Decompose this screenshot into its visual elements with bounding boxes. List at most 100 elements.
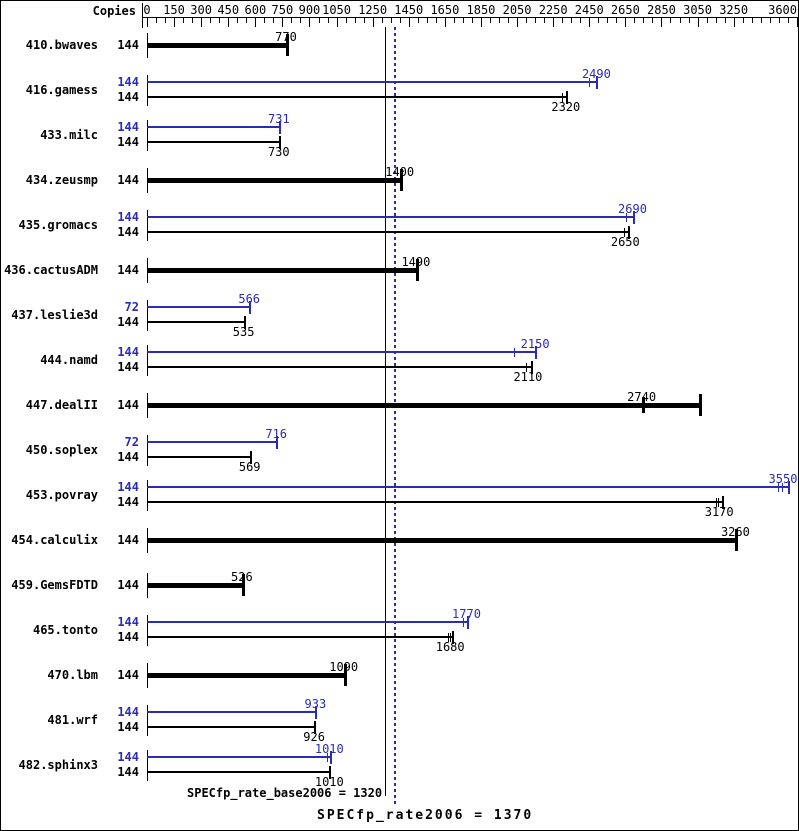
axis-minor-tick: [778, 18, 780, 23]
copies-count: 144: [117, 75, 139, 89]
axis-minor-tick: [237, 18, 239, 23]
axis-minor-tick: [471, 18, 473, 23]
axis-major-tick: [661, 18, 663, 27]
axis-tick-label: 2050: [502, 3, 532, 17]
axis-major-tick: [517, 18, 518, 27]
axis-minor-tick: [435, 18, 437, 23]
copies-count: 72: [124, 435, 139, 449]
result-value: 3170: [704, 505, 734, 519]
run-tick: [329, 766, 332, 779]
result-bar-base: [147, 321, 244, 323]
axis-tick-label: 3600: [768, 3, 797, 17]
result-bar-peak: [147, 486, 788, 488]
bar-origin-line: [147, 300, 148, 331]
axis-major-tick: [282, 18, 284, 27]
bar-origin-line: [147, 210, 148, 241]
run-tick: [276, 436, 279, 449]
axis-minor-tick: [562, 18, 564, 23]
axis-minor-tick: [724, 18, 726, 23]
result-value: 731: [268, 112, 290, 126]
axis-minor-tick: [526, 18, 527, 23]
copies-count: 144: [117, 263, 139, 277]
bar-origin-line: [147, 615, 148, 646]
axis-minor-tick: [462, 18, 464, 23]
axis-minor-tick: [264, 18, 266, 23]
axis-minor-tick: [417, 18, 419, 23]
axis-minor-tick: [787, 18, 789, 23]
axis-minor-tick: [210, 18, 212, 23]
run-tick: [596, 76, 599, 89]
run-tick: [626, 213, 628, 222]
copies-count: 144: [117, 765, 139, 779]
run-tick: [249, 301, 252, 314]
run-tick: [278, 121, 281, 134]
run-tick: [535, 346, 538, 359]
result-bar-base: [147, 501, 722, 503]
result-bar-base: [147, 141, 279, 143]
axis-minor-tick: [688, 18, 690, 23]
result-bar-base: [147, 636, 453, 638]
result-bar-base: [147, 231, 628, 233]
result-value: 730: [267, 145, 290, 159]
axis-tick-label: 1450: [394, 3, 424, 17]
axis-minor-tick: [634, 18, 636, 23]
copies-count: 144: [117, 360, 139, 374]
axis-minor-tick: [354, 18, 356, 23]
axis-minor-tick: [670, 18, 672, 23]
run-tick: [721, 496, 724, 509]
bar-origin-line: [147, 75, 148, 106]
run-tick: [462, 618, 464, 627]
result-bar-peak: [147, 306, 250, 308]
run-tick: [526, 363, 527, 372]
axis-minor-tick: [246, 18, 248, 23]
copies-count: 144: [117, 38, 139, 52]
result-value: 2490: [581, 67, 611, 81]
copies-count: 144: [117, 450, 139, 464]
run-tick: [777, 483, 779, 492]
run-tick: [241, 574, 245, 596]
axis-major-tick: [796, 18, 798, 27]
result-value: 526: [231, 570, 253, 584]
axis-tick-label: 600: [244, 3, 267, 17]
axis-minor-tick: [769, 18, 771, 23]
run-tick: [715, 498, 717, 507]
copies-count: 144: [117, 173, 139, 187]
run-tick: [243, 316, 246, 329]
result-bar-peak: [147, 441, 277, 443]
result-value: 1680: [435, 640, 465, 654]
axis-tick-label: 300: [190, 3, 212, 17]
benchmark-name: 437.leslie3d: [11, 308, 98, 322]
axis-minor-tick: [300, 18, 302, 23]
result-bar-base: [147, 538, 736, 543]
axis-major-tick: [444, 18, 446, 27]
run-tick: [314, 721, 317, 734]
result-bar-base: [147, 268, 416, 273]
axis-minor-tick: [508, 18, 509, 23]
axis-minor-tick: [489, 18, 491, 23]
axis-minor-tick: [390, 18, 392, 23]
benchmark-name: 444.namd: [40, 353, 98, 367]
run-tick: [562, 93, 564, 102]
axis-major-tick: [697, 18, 699, 27]
axis-tick-label: 750: [271, 3, 294, 17]
result-value: 3550: [768, 472, 798, 486]
result-bar-base: [147, 673, 344, 678]
axis-minor-tick: [381, 18, 383, 23]
bar-origin-line: [147, 120, 148, 151]
axis-minor-tick: [607, 18, 609, 23]
peak-summary-label: SPECfp_rate2006 = 1370: [317, 808, 534, 823]
run-tick: [514, 348, 516, 357]
run-tick: [450, 633, 452, 642]
copies-count: 72: [124, 300, 139, 314]
run-tick: [782, 483, 784, 492]
benchmark-name: 435.gromacs: [18, 218, 98, 232]
axis-tick-label: 3050: [683, 3, 712, 17]
copies-count: 144: [117, 668, 139, 682]
axis-minor-tick: [327, 18, 329, 23]
result-bar-peak: [147, 81, 597, 83]
benchmark-name: 450.soplex: [25, 443, 98, 457]
copies-count: 144: [117, 315, 139, 329]
axis-minor-tick: [219, 18, 221, 23]
axis-tick-label: 1050: [322, 3, 351, 17]
result-value: 2650: [610, 235, 640, 249]
